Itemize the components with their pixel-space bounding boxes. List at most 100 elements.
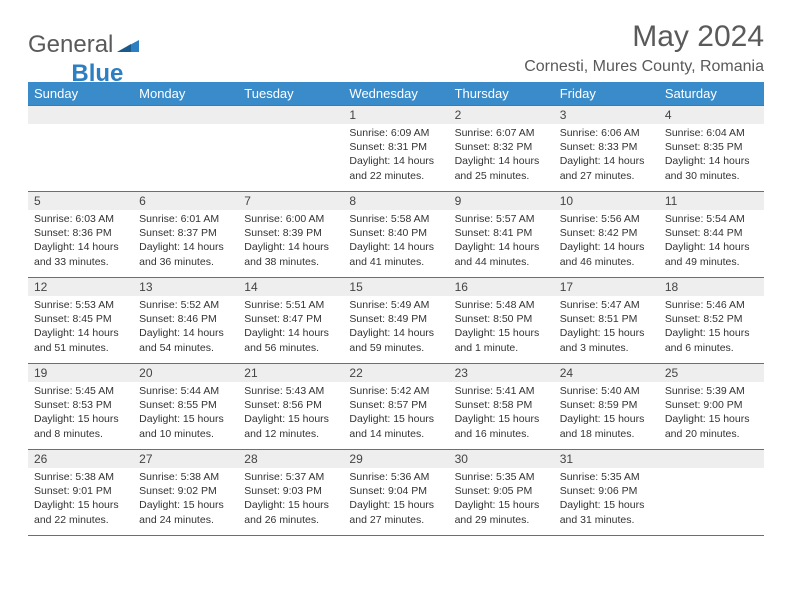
sunset-line: Sunset: 8:49 PM: [349, 313, 427, 325]
sunset-line: Sunset: 9:04 PM: [349, 485, 427, 497]
day-content: Sunrise: 6:03 AMSunset: 8:36 PMDaylight:…: [28, 210, 133, 273]
day-number: 3: [554, 106, 659, 124]
sunrise-line: Sunrise: 5:51 AM: [244, 299, 324, 311]
day-number: 17: [554, 278, 659, 296]
day-number: 7: [238, 192, 343, 210]
calendar-day-cell: 13Sunrise: 5:52 AMSunset: 8:46 PMDayligh…: [133, 278, 238, 364]
daylight-line: Daylight: 14 hours and 38 minutes.: [244, 241, 329, 267]
sunrise-line: Sunrise: 5:52 AM: [139, 299, 219, 311]
day-content: Sunrise: 6:00 AMSunset: 8:39 PMDaylight:…: [238, 210, 343, 273]
day-content: Sunrise: 5:51 AM Sunset: 8:47 PM Daylight:…: [238, 296, 343, 359]
day-content-empty: [238, 124, 343, 184]
day-number: 4: [659, 106, 764, 124]
day-content-empty: [133, 124, 238, 184]
day-number-empty: [238, 106, 343, 124]
day-number: 2: [449, 106, 554, 124]
sunrise-line: Sunrise: 5:58 AM: [349, 213, 429, 225]
day-content: Sunrise: 6:04 AMSunset: 8:35 PMDaylight:…: [659, 124, 764, 187]
sunrise-line: Sunrise: 5:42 AM: [349, 385, 429, 397]
sunset-line: Sunset: 9:05 PM: [455, 485, 533, 497]
sunset-line: Sunset: 8:47 PM: [244, 313, 322, 325]
day-content: Sunrise: 5:35 AM Sunset: 9:05 PM Daylight:…: [449, 468, 554, 531]
day-number: 29: [343, 450, 448, 468]
daylight-line: Daylight: 15 hours and 31 minutes.: [560, 499, 645, 525]
calendar-day-cell: 23Sunrise: 5:41 AMSunset: 8:58 PMDayligh…: [449, 364, 554, 450]
weekday-header: Thursday: [449, 82, 554, 106]
calendar-day-cell: 11Sunrise: 5:54 AMSunset: 8:44 PMDayligh…: [659, 192, 764, 278]
calendar-day-cell: 22Sunrise: 5:42 AMSunset: 8:57 PMDayligh…: [343, 364, 448, 450]
day-content: Sunrise: 5:54 AMSunset: 8:44 PMDaylight:…: [659, 210, 764, 273]
sunset-line: Sunset: 8:51 PM: [560, 313, 638, 325]
daylight-line: Daylight: 14 hours and 54 minutes.: [139, 327, 224, 353]
daylight-line: Daylight: 15 hours and 24 minutes.: [139, 499, 224, 525]
daylight-line: Daylight: 14 hours and 25 minutes.: [455, 155, 540, 181]
calendar-day-cell: 2Sunrise: 6:07 AMSunset: 8:32 PMDaylight…: [449, 106, 554, 192]
day-number: 19: [28, 364, 133, 382]
day-content: Sunrise: 5:44 AMSunset: 8:55 PMDaylight:…: [133, 382, 238, 445]
calendar-day-cell: 1Sunrise: 6:09 AMSunset: 8:31 PMDaylight…: [343, 106, 448, 192]
daylight-line: Daylight: 14 hours and 56 minutes.: [244, 327, 329, 353]
calendar-week-row: 26Sunrise: 5:38 AMSunset: 9:01 PMDayligh…: [28, 450, 764, 536]
daylight-line: Daylight: 14 hours and 51 minutes.: [34, 327, 119, 353]
daylight-line: Daylight: 15 hours and 20 minutes.: [665, 413, 750, 439]
daylight-line: Daylight: 14 hours and 59 minutes.: [349, 327, 434, 353]
sunrise-line: Sunrise: 5:35 AM: [455, 471, 535, 483]
sunrise-line: Sunrise: 5:37 AM: [244, 471, 324, 483]
sunrise-line: Sunrise: 5:44 AM: [139, 385, 219, 397]
calendar-day-cell: 8Sunrise: 5:58 AMSunset: 8:40 PMDaylight…: [343, 192, 448, 278]
sunrise-line: Sunrise: 5:40 AM: [560, 385, 640, 397]
day-content-empty: [28, 124, 133, 184]
sunrise-line: Sunrise: 5:47 AM: [560, 299, 640, 311]
logo-text-blue: Blue: [71, 60, 123, 88]
daylight-line: Daylight: 15 hours and 8 minutes.: [34, 413, 119, 439]
sunrise-line: Sunrise: 5:56 AM: [560, 213, 640, 225]
day-content: Sunrise: 5:38 AMSunset: 9:01 PMDaylight:…: [28, 468, 133, 531]
calendar-day-cell: [238, 106, 343, 192]
sunrise-line: Sunrise: 5:57 AM: [455, 213, 535, 225]
daylight-line: Daylight: 15 hours and 27 minutes.: [349, 499, 434, 525]
sunset-line: Sunset: 8:33 PM: [560, 141, 638, 153]
calendar-day-cell: 7Sunrise: 6:00 AMSunset: 8:39 PMDaylight…: [238, 192, 343, 278]
daylight-line: Daylight: 14 hours and 44 minutes.: [455, 241, 540, 267]
daylight-line: Daylight: 14 hours and 30 minutes.: [665, 155, 750, 181]
header: General Blue May 2024 Cornesti, Mures Co…: [28, 20, 764, 76]
day-content: Sunrise: 5:52 AMSunset: 8:46 PMDaylight:…: [133, 296, 238, 359]
calendar-day-cell: 16Sunrise: 5:48 AMSunset: 8:50 PMDayligh…: [449, 278, 554, 364]
day-number: 24: [554, 364, 659, 382]
day-content: Sunrise: 5:48 AMSunset: 8:50 PMDaylight:…: [449, 296, 554, 359]
calendar-day-cell: 20Sunrise: 5:44 AMSunset: 8:55 PMDayligh…: [133, 364, 238, 450]
day-number: 14: [238, 278, 343, 296]
daylight-line: Daylight: 15 hours and 29 minutes.: [455, 499, 540, 525]
calendar-day-cell: [659, 450, 764, 536]
calendar-day-cell: 24Sunrise: 5:40 AMSunset: 8:59 PMDayligh…: [554, 364, 659, 450]
sunset-line: Sunset: 8:58 PM: [455, 399, 533, 411]
daylight-line: Daylight: 15 hours and 26 minutes.: [244, 499, 329, 525]
calendar-day-cell: 10Sunrise: 5:56 AMSunset: 8:42 PMDayligh…: [554, 192, 659, 278]
sunrise-line: Sunrise: 5:43 AM: [244, 385, 324, 397]
sunset-line: Sunset: 8:56 PM: [244, 399, 322, 411]
sunset-line: Sunset: 9:03 PM: [244, 485, 322, 497]
daylight-line: Daylight: 15 hours and 14 minutes.: [349, 413, 434, 439]
calendar-week-row: 1Sunrise: 6:09 AMSunset: 8:31 PMDaylight…: [28, 106, 764, 192]
calendar-day-cell: [133, 106, 238, 192]
day-content: Sunrise: 5:56 AMSunset: 8:42 PMDaylight:…: [554, 210, 659, 273]
day-number: 16: [449, 278, 554, 296]
daylight-line: Daylight: 15 hours and 3 minutes.: [560, 327, 645, 353]
daylight-line: Daylight: 15 hours and 12 minutes.: [244, 413, 329, 439]
sunset-line: Sunset: 8:40 PM: [349, 227, 427, 239]
day-number: 31: [554, 450, 659, 468]
sunset-line: Sunset: 8:39 PM: [244, 227, 322, 239]
day-content: Sunrise: 5:41 AMSunset: 8:58 PMDaylight:…: [449, 382, 554, 445]
day-number: 23: [449, 364, 554, 382]
day-content: Sunrise: 5:46 AMSunset: 8:52 PMDaylight:…: [659, 296, 764, 359]
day-number: 8: [343, 192, 448, 210]
daylight-line: Daylight: 15 hours and 16 minutes.: [455, 413, 540, 439]
sunrise-line: Sunrise: 6:06 AM: [560, 127, 640, 139]
day-content: Sunrise: 5:35 AMSunset: 9:06 PMDaylight:…: [554, 468, 659, 531]
weekday-header: Wednesday: [343, 82, 448, 106]
sunset-line: Sunset: 8:59 PM: [560, 399, 638, 411]
daylight-line: Daylight: 15 hours and 1 minute.: [455, 327, 540, 353]
sunset-line: Sunset: 8:31 PM: [349, 141, 427, 153]
calendar-day-cell: 4Sunrise: 6:04 AMSunset: 8:35 PMDaylight…: [659, 106, 764, 192]
calendar-day-cell: 9Sunrise: 5:57 AMSunset: 8:41 PMDaylight…: [449, 192, 554, 278]
